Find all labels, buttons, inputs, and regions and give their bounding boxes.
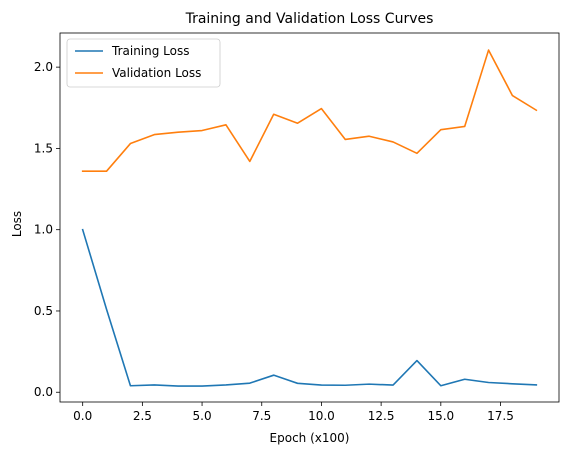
y-tick-label: 0.0 <box>34 385 53 399</box>
x-tick-label: 2.5 <box>133 409 152 423</box>
y-axis-title: Loss <box>10 211 24 237</box>
y-tick-label: 1.0 <box>34 223 53 237</box>
x-tick-label: 17.5 <box>487 409 514 423</box>
plot-area: 0.0 2.5 5.0 7.5 10.0 12.5 15.0 17.5 0.0 0.5 1.0 1.5… <box>34 32 560 423</box>
series-line-0 <box>81 228 538 387</box>
x-tick-label: 12.5 <box>368 409 395 423</box>
plot-frame <box>59 32 560 403</box>
x-tick-label: 7.5 <box>252 409 271 423</box>
y-tick-label: 2.0 <box>34 60 53 74</box>
x-tick-label: 10.0 <box>308 409 335 423</box>
y-tick-label: 0.5 <box>34 304 53 318</box>
x-axis-title: Epoch (x100) <box>270 431 350 445</box>
legend-label-1: Validation Loss <box>112 66 201 80</box>
x-tick-label: 5.0 <box>193 409 212 423</box>
legend-label-0: Training Loss <box>111 44 189 58</box>
x-tick-label: 15.0 <box>427 409 454 423</box>
series-line-1 <box>81 49 538 172</box>
x-tick-label: 0.0 <box>73 409 92 423</box>
y-tick-label: 1.5 <box>34 141 53 155</box>
legend-box <box>66 38 221 88</box>
chart-title: Training and Validation Loss Curves <box>185 11 434 27</box>
